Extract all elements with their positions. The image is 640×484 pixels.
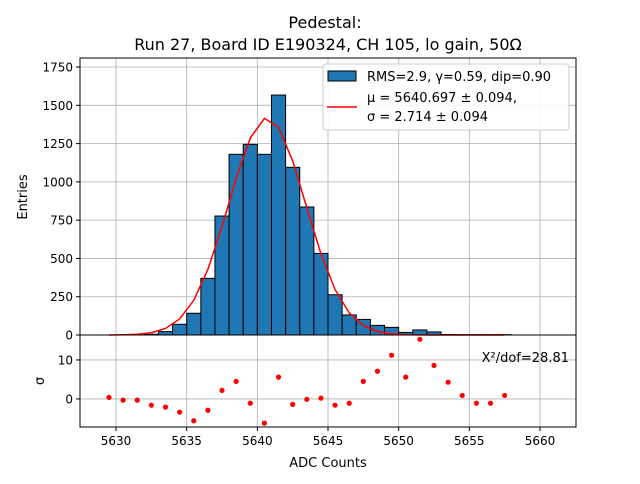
histogram-bar <box>257 154 271 335</box>
residual-point <box>347 401 352 406</box>
residual-point <box>205 408 210 413</box>
histogram-bar <box>286 167 300 335</box>
legend-fit-label-line1: μ = 5640.697 ± 0.094, <box>367 91 517 106</box>
residual-point <box>361 379 366 384</box>
residual-point <box>219 388 224 393</box>
residual-point <box>332 403 337 408</box>
x-tick-label: 5635 <box>171 434 202 448</box>
x-tick-label: 5650 <box>383 434 414 448</box>
x-tick-label: 5655 <box>454 434 485 448</box>
x-tick-label: 5630 <box>101 434 132 448</box>
x-tick-label: 5640 <box>242 434 273 448</box>
y-axis-label: Entries <box>16 174 31 220</box>
residual-point <box>106 395 111 400</box>
residual-point <box>304 397 309 402</box>
y-tick-label: 0 <box>65 329 73 343</box>
residual-point <box>488 401 493 406</box>
legend-hist-swatch <box>328 71 356 81</box>
x-tick-label: 5660 <box>525 434 556 448</box>
residual-point <box>234 379 239 384</box>
residual-point <box>446 380 451 385</box>
y-tick-label: 1250 <box>42 137 73 151</box>
residual-point <box>375 369 380 374</box>
y-tick-label: 1750 <box>42 61 73 75</box>
y-tick-label: 1500 <box>42 99 73 113</box>
residual-y-axis-label: σ <box>33 377 48 385</box>
histogram-bar <box>243 144 257 335</box>
chart-title-line2: Run 27, Board ID E190324, CH 105, lo gai… <box>134 35 522 54</box>
histogram-bar <box>229 154 243 335</box>
residual-point <box>120 398 125 403</box>
residual-point <box>502 393 507 398</box>
chi2-annotation: X²/dof=28.81 <box>482 351 569 366</box>
residual-point <box>149 403 154 408</box>
residual-point <box>163 405 168 410</box>
residual-point <box>431 363 436 368</box>
histogram-bar <box>328 295 342 335</box>
y-tick-label: 500 <box>50 252 73 266</box>
residual-point <box>276 375 281 380</box>
histogram-bar <box>271 95 285 335</box>
histogram-bar <box>187 313 201 335</box>
y-tick-label: 750 <box>50 214 73 228</box>
residual-y-tick-label: 10 <box>58 353 73 367</box>
histogram-bar <box>173 324 187 335</box>
residual-point <box>474 401 479 406</box>
residual-point <box>248 401 253 406</box>
residual-point <box>177 410 182 415</box>
residual-y-tick-label: 0 <box>65 392 73 406</box>
residual-point <box>417 337 422 342</box>
residual-point <box>191 418 196 423</box>
legend-fit-label-line2: σ = 2.714 ± 0.094 <box>367 110 488 125</box>
residual-point <box>318 396 323 401</box>
y-tick-label: 250 <box>50 290 73 304</box>
histogram-bar <box>215 216 229 335</box>
y-tick-label: 1000 <box>42 175 73 189</box>
chart-title-line1: Pedestal: <box>288 13 361 32</box>
residual-point <box>135 398 140 403</box>
legend-hist-label: RMS=2.9, γ=0.59, dip=0.90 <box>367 70 551 85</box>
residual-point <box>460 393 465 398</box>
histogram-bar <box>201 278 215 335</box>
residual-point <box>389 353 394 358</box>
residual-point <box>262 421 267 426</box>
legend: RMS=2.9, γ=0.59, dip=0.90 μ = 5640.697 ±… <box>323 64 569 130</box>
x-tick-label: 5645 <box>313 434 344 448</box>
residual-point <box>403 375 408 380</box>
x-axis-label: ADC Counts <box>289 456 367 471</box>
histogram-bar <box>158 332 172 335</box>
residual-point <box>290 402 295 407</box>
